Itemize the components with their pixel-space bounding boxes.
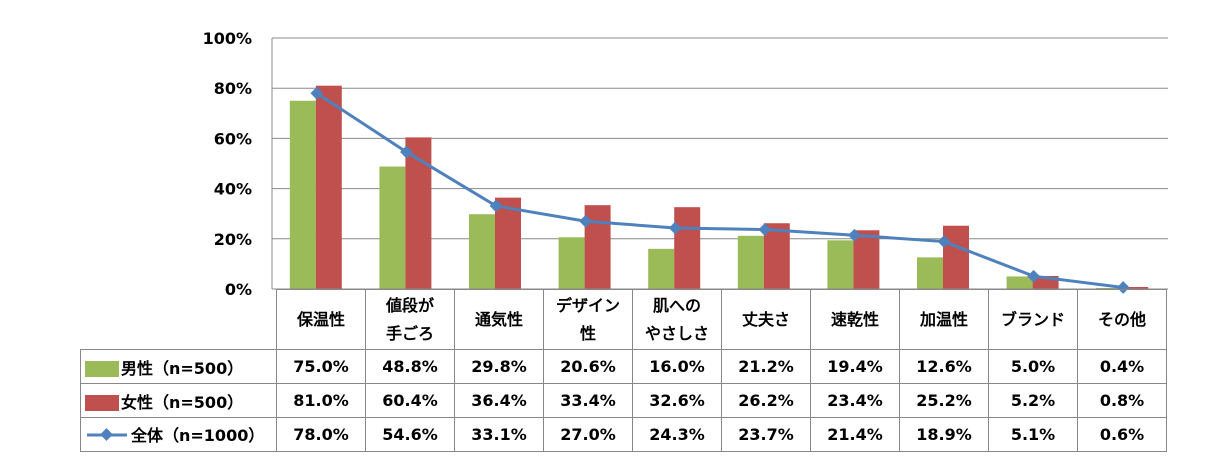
y-tick-label: 20% — [214, 230, 252, 249]
bar-male — [648, 248, 675, 289]
legend-label: 男性（n=500） — [121, 358, 244, 378]
value-cell: 26.2% — [721, 383, 811, 418]
category-label: 丈夫さ — [721, 289, 811, 350]
value-cell: 23.4% — [810, 383, 900, 418]
value-cell: 54.6% — [365, 417, 455, 452]
bar-male — [827, 240, 854, 289]
table-row: 全体（n=1000） 78.0% 54.6% 33.1% 27.0% 24.3% 23.7%… — [80, 417, 1167, 452]
category-label: 通気性 — [454, 289, 544, 350]
y-tick-label: 60% — [214, 129, 252, 148]
table-corner — [80, 289, 277, 350]
bar-female — [1122, 286, 1149, 289]
table-row: 男性（n=500） 75.0% 48.8% 29.8% 20.6% 16.0% 21.2% 1… — [80, 349, 1167, 384]
value-cell: 18.9% — [899, 417, 989, 452]
value-cell: 33.4% — [543, 383, 633, 418]
value-cell: 81.0% — [276, 383, 366, 418]
bar-male — [469, 214, 495, 289]
value-cell: 48.8% — [365, 349, 455, 384]
category-label: 加温性 — [899, 289, 989, 350]
bar-female — [763, 223, 790, 289]
value-cell: 19.4% — [810, 349, 900, 384]
value-cell: 0.4% — [1077, 349, 1167, 384]
legend-line-diamond-icon — [85, 427, 129, 447]
value-cell: 75.0% — [276, 349, 366, 384]
legend-cell: 全体（n=1000） — [80, 417, 277, 452]
value-cell: 5.2% — [988, 383, 1078, 418]
bar-female — [315, 85, 342, 289]
bar-male — [289, 100, 316, 289]
legend-cell: 女性（n=500） — [80, 383, 277, 418]
value-cell: 29.8% — [454, 349, 544, 384]
category-label: 保温性 — [276, 289, 366, 350]
y-tick-label: 100% — [203, 29, 252, 48]
value-cell: 0.8% — [1077, 383, 1167, 418]
value-cell: 78.0% — [276, 417, 366, 452]
value-cell: 21.2% — [721, 349, 811, 384]
value-cell: 25.2% — [899, 383, 989, 418]
category-label: デザイン 性 — [543, 289, 633, 350]
legend-label: 女性（n=500） — [121, 392, 244, 412]
legend-swatch — [85, 395, 119, 411]
bar-male — [1006, 276, 1033, 289]
data-table: 保温性 値段が 手ごろ 通気性 デザイン 性肌への やさしさ 丈夫さ 速乾性 加温性 ブランド… — [80, 289, 1167, 452]
legend-label: 全体（n=1000） — [131, 426, 265, 446]
category-label: その他 — [1077, 289, 1167, 350]
marker-total — [489, 199, 503, 213]
value-cell: 5.1% — [988, 417, 1078, 452]
bar-female — [853, 230, 880, 289]
value-cell: 16.0% — [632, 349, 722, 384]
y-tick-label: 80% — [214, 79, 252, 98]
bar-male — [737, 235, 764, 289]
table-row: 女性（n=500） 81.0% 60.4% 36.4% 33.4% 32.6% 26.2% 2… — [80, 383, 1167, 418]
value-cell: 0.6% — [1077, 417, 1167, 452]
category-label: ブランド — [988, 289, 1078, 350]
value-cell: 23.7% — [721, 417, 811, 452]
category-label: 値段が 手ごろ — [365, 289, 455, 350]
value-cell: 21.4% — [810, 417, 900, 452]
bar-female — [584, 205, 611, 289]
y-tick-label: 40% — [214, 180, 252, 199]
legend-swatch — [85, 361, 119, 377]
bar-female — [674, 207, 701, 289]
value-cell: 36.4% — [454, 383, 544, 418]
value-cell: 27.0% — [543, 417, 633, 452]
bar-male — [1096, 287, 1123, 289]
category-label: 速乾性 — [810, 289, 900, 350]
value-cell: 5.0% — [988, 349, 1078, 384]
marker-total — [310, 86, 324, 100]
bar-male — [917, 257, 943, 289]
value-cell: 33.1% — [454, 417, 544, 452]
value-cell: 12.6% — [899, 349, 989, 384]
legend-cell: 男性（n=500） — [80, 349, 277, 384]
value-cell: 20.6% — [543, 349, 633, 384]
bar-male — [558, 237, 585, 289]
value-cell: 32.6% — [632, 383, 722, 418]
value-cell: 24.3% — [632, 417, 722, 452]
category-label: 肌への やさしさ — [632, 289, 722, 350]
value-cell: 60.4% — [365, 383, 455, 418]
bar-male — [379, 166, 406, 289]
table-header-row: 保温性 値段が 手ごろ 通気性 デザイン 性肌への やさしさ 丈夫さ 速乾性 加温性 ブランド… — [80, 289, 1167, 350]
line-total — [315, 91, 1124, 289]
bar-female — [943, 225, 969, 289]
marker-total — [400, 145, 413, 159]
bar-female — [495, 197, 521, 289]
